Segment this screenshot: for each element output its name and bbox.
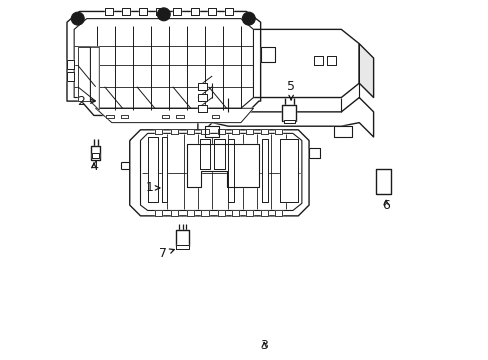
Circle shape xyxy=(75,16,80,21)
Polygon shape xyxy=(140,134,301,211)
Polygon shape xyxy=(90,47,99,110)
Polygon shape xyxy=(359,44,373,98)
Polygon shape xyxy=(92,153,99,158)
Polygon shape xyxy=(274,129,282,134)
Polygon shape xyxy=(176,230,188,246)
Polygon shape xyxy=(122,8,129,15)
Polygon shape xyxy=(246,211,253,216)
Polygon shape xyxy=(224,8,233,15)
Polygon shape xyxy=(176,116,183,118)
Polygon shape xyxy=(147,137,158,202)
Text: 2: 2 xyxy=(77,95,95,108)
Polygon shape xyxy=(74,19,253,108)
Circle shape xyxy=(246,16,251,21)
Polygon shape xyxy=(121,116,128,118)
Text: 1: 1 xyxy=(145,181,160,194)
Circle shape xyxy=(242,12,255,25)
Polygon shape xyxy=(376,169,390,194)
Polygon shape xyxy=(201,211,208,216)
Polygon shape xyxy=(156,8,164,15)
Polygon shape xyxy=(187,144,258,187)
Polygon shape xyxy=(260,211,267,216)
Text: 4: 4 xyxy=(90,160,98,173)
Polygon shape xyxy=(199,139,210,169)
Polygon shape xyxy=(176,245,188,249)
Polygon shape xyxy=(308,148,319,158)
Polygon shape xyxy=(274,211,282,216)
Polygon shape xyxy=(171,129,178,134)
Polygon shape xyxy=(204,126,219,137)
Polygon shape xyxy=(173,8,181,15)
Polygon shape xyxy=(198,105,206,112)
Polygon shape xyxy=(260,129,267,134)
Circle shape xyxy=(71,12,84,25)
Polygon shape xyxy=(162,137,167,202)
Polygon shape xyxy=(198,98,373,137)
Polygon shape xyxy=(214,139,224,169)
Text: 6: 6 xyxy=(382,199,389,212)
Polygon shape xyxy=(155,211,162,216)
Polygon shape xyxy=(187,211,194,216)
Polygon shape xyxy=(212,83,228,112)
Polygon shape xyxy=(284,120,294,123)
Polygon shape xyxy=(67,60,74,69)
Polygon shape xyxy=(231,211,239,216)
Polygon shape xyxy=(217,129,224,134)
Polygon shape xyxy=(67,72,74,81)
Polygon shape xyxy=(129,130,308,216)
Polygon shape xyxy=(155,129,162,134)
Polygon shape xyxy=(190,8,198,15)
Polygon shape xyxy=(231,129,239,134)
Polygon shape xyxy=(228,139,233,202)
Polygon shape xyxy=(280,139,298,202)
Polygon shape xyxy=(326,56,335,65)
Polygon shape xyxy=(246,129,253,134)
Polygon shape xyxy=(282,105,296,121)
Polygon shape xyxy=(212,116,219,118)
Text: 3: 3 xyxy=(260,339,267,352)
Text: 5: 5 xyxy=(286,80,295,100)
Polygon shape xyxy=(198,83,206,90)
Polygon shape xyxy=(67,12,260,116)
Polygon shape xyxy=(78,47,90,101)
Polygon shape xyxy=(212,30,359,98)
Polygon shape xyxy=(217,211,224,216)
Circle shape xyxy=(161,12,166,17)
Polygon shape xyxy=(139,8,147,15)
Polygon shape xyxy=(333,126,351,137)
Polygon shape xyxy=(187,129,194,134)
Polygon shape xyxy=(104,8,112,15)
Polygon shape xyxy=(198,94,206,101)
Circle shape xyxy=(157,8,170,21)
Polygon shape xyxy=(106,116,113,118)
Text: 7: 7 xyxy=(159,247,174,260)
Polygon shape xyxy=(260,47,274,62)
Polygon shape xyxy=(91,146,100,160)
Polygon shape xyxy=(171,211,178,216)
Polygon shape xyxy=(96,108,253,123)
Polygon shape xyxy=(162,116,169,118)
Polygon shape xyxy=(262,139,267,202)
Polygon shape xyxy=(201,129,208,134)
Polygon shape xyxy=(314,56,323,65)
Polygon shape xyxy=(207,8,215,15)
